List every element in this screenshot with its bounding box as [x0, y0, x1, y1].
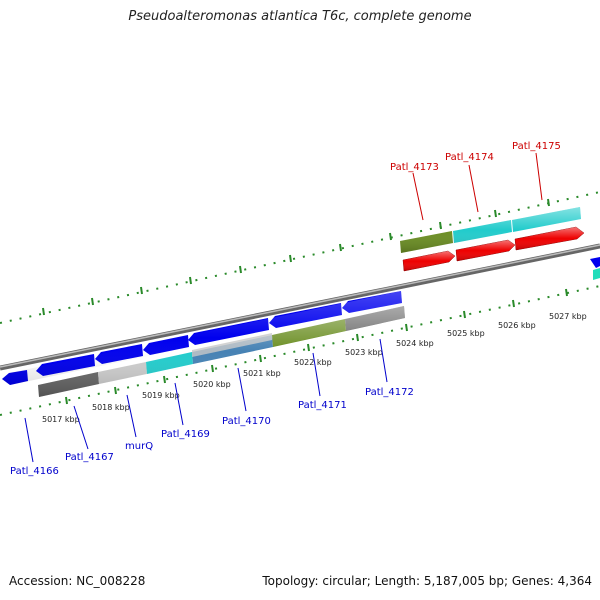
- gene-label-patl-4167[interactable]: Patl_4167: [65, 452, 114, 463]
- forward-gene-labels: Patl_4173 Patl_4174 Patl_4175: [390, 141, 561, 173]
- topology-text: Topology: circular; Length: 5,187,005 bp…: [262, 574, 592, 588]
- lower-tick-track: [0, 285, 600, 416]
- reverse-label-leaders: [24, 338, 388, 463]
- kbp-label: 5023 kbp: [345, 348, 383, 357]
- reverse-genes: [2, 291, 402, 385]
- accession-text: Accession: NC_008228: [9, 574, 146, 588]
- kbp-label: 5022 kbp: [294, 358, 332, 367]
- kbp-labels: 5017 kbp 5018 kbp 5019 kbp 5020 kbp 5021…: [42, 312, 587, 424]
- kbp-label: 5020 kbp: [193, 380, 231, 389]
- forward-genes: [402, 226, 585, 272]
- forward-label-leaders: [412, 152, 543, 221]
- kbp-label: 5019 kbp: [142, 391, 180, 400]
- gene-label-patl-4174[interactable]: Patl_4174: [445, 152, 494, 163]
- gene-label-patl-4166[interactable]: Patl_4166: [10, 466, 59, 477]
- gene-fragment-right: [590, 257, 600, 280]
- gene-label-patl-4172[interactable]: Patl_4172: [365, 387, 414, 398]
- gene-label-patl-4171[interactable]: Patl_4171: [298, 400, 347, 411]
- kbp-label: 5027 kbp: [549, 312, 587, 321]
- kbp-label: 5026 kbp: [498, 321, 536, 330]
- kbp-label: 5021 kbp: [243, 369, 281, 378]
- reverse-gene-labels: Patl_4166 Patl_4167 murQ Patl_4169 Patl_…: [10, 387, 414, 477]
- gene-label-patl-4173[interactable]: Patl_4173: [390, 162, 439, 173]
- genome-backbone: [0, 243, 600, 371]
- gene-label-patl-4170[interactable]: Patl_4170: [222, 416, 271, 427]
- major-ticks: [42, 198, 568, 405]
- genome-title: Pseudoalteromonas atlantica T6c, complet…: [128, 9, 472, 24]
- kbp-label: 5024 kbp: [396, 339, 434, 348]
- kbp-label: 5018 kbp: [92, 403, 130, 412]
- upper-tick-track: [0, 191, 600, 324]
- gene-label-patl-4175[interactable]: Patl_4175: [512, 141, 561, 152]
- kbp-label: 5017 kbp: [42, 415, 80, 424]
- gene-label-murq[interactable]: murQ: [125, 441, 153, 452]
- gene-label-patl-4169[interactable]: Patl_4169: [161, 429, 210, 440]
- kbp-label: 5025 kbp: [447, 329, 485, 338]
- forward-cog-row: [400, 207, 581, 253]
- reverse-cog-row: [38, 306, 405, 397]
